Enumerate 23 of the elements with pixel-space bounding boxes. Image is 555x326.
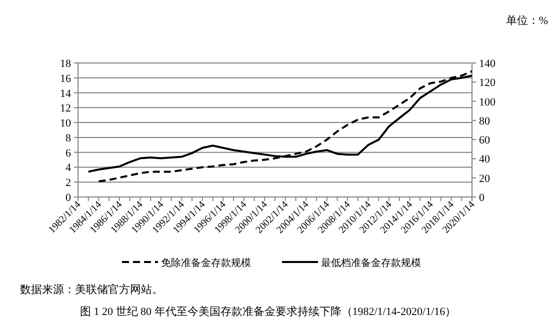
legend-label: 免除准备金存款规模 [161,257,251,269]
y2-tick-label: 60 [479,134,490,147]
y-tick-label: 12 [60,102,71,115]
caption: 图 1 20 世纪 80 年代至今美国存款准备金要求持续下降（1982/1/14-2020/1/16） [80,305,456,318]
y-tick-label: 2 [66,177,71,190]
y-tick-label: 8 [66,132,72,144]
legend-label: 最低档准备金存款规模 [321,257,421,269]
y2-tick-label: 80 [479,115,490,128]
y-tick-label: 16 [60,72,72,85]
y-tick-label: 18 [60,58,72,70]
y-tick-label: 6 [66,147,72,160]
y-tick-label: 10 [60,118,72,130]
source-note: 数据来源：美联储官方网站。 [20,283,163,296]
y-tick-label: 4 [66,162,72,174]
y2-tick-label: 20 [479,172,490,185]
y2-tick-label: 140 [479,58,496,70]
y2-tick-label: 40 [479,154,490,166]
y-tick-label: 14 [60,88,72,100]
y2-tick-label: 120 [479,77,496,90]
text: 单位：% [506,14,548,27]
y2-tick-label: 100 [479,96,496,108]
y2-tick-label: 0 [479,192,485,204]
y-tick-label: 0 [66,192,72,204]
